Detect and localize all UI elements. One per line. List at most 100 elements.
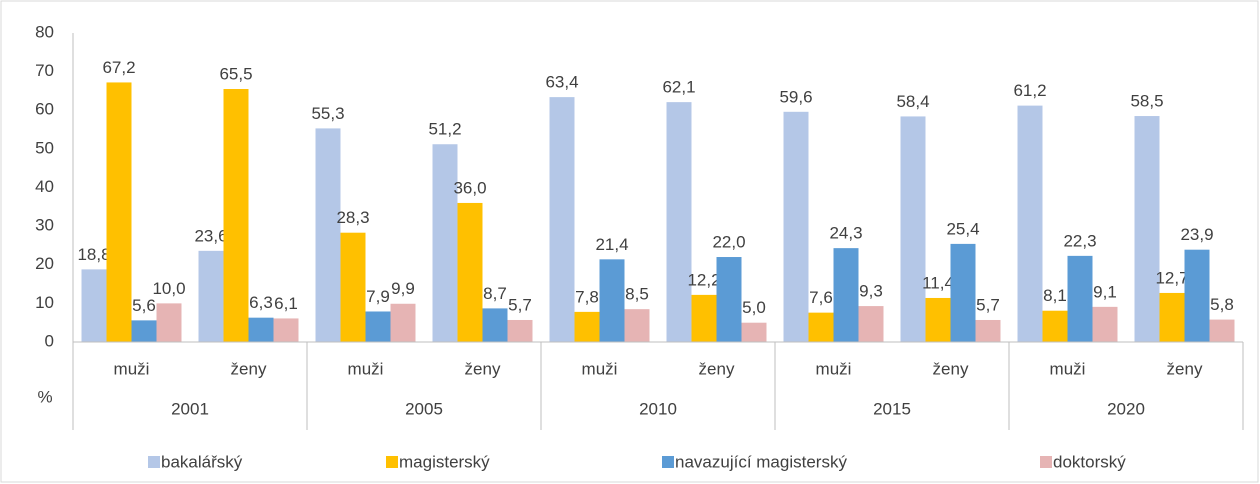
y-tick-label: 80: [35, 22, 54, 41]
bar: [783, 111, 809, 342]
data-label: 22,0: [712, 233, 745, 252]
bar: [716, 257, 742, 342]
bar: [131, 320, 157, 342]
data-label: 8,7: [483, 284, 507, 303]
data-label: 28,3: [336, 208, 369, 227]
data-label: 22,3: [1063, 231, 1096, 250]
data-label: 65,5: [219, 64, 252, 83]
data-label: 51,2: [428, 120, 461, 139]
y-tick-label: 50: [35, 138, 54, 157]
data-label: 5,8: [1210, 295, 1234, 314]
bar: [1017, 105, 1043, 343]
x-tick-label: ženy: [231, 359, 267, 378]
y-tick-label: 30: [35, 216, 54, 235]
y-tick-label: 20: [35, 254, 54, 273]
bar: [1134, 116, 1160, 342]
y-tick-label: 70: [35, 61, 54, 80]
bar: [340, 232, 366, 342]
x-tick-label: muži: [348, 359, 384, 378]
data-label: 9,1: [1093, 282, 1117, 301]
bar: [975, 319, 1001, 342]
legend-label: navazující magisterský: [675, 452, 847, 471]
data-label: 8,5: [625, 285, 649, 304]
bar: [808, 312, 834, 342]
data-label: 25,4: [946, 219, 979, 238]
data-label: 7,8: [575, 287, 599, 306]
legend-label: bakalářský: [161, 452, 243, 471]
data-label: 6,3: [249, 293, 273, 312]
bar: [691, 294, 717, 342]
data-label: 7,9: [366, 287, 390, 306]
bar: [365, 311, 391, 342]
data-label: 9,3: [859, 282, 883, 301]
x-tick-label: muži: [816, 359, 852, 378]
group-label: 2005: [405, 399, 443, 418]
bar: [106, 82, 132, 342]
legend-swatch: [662, 456, 674, 468]
bar: [624, 309, 650, 342]
data-label: 58,4: [896, 92, 929, 111]
data-label: 7,6: [809, 288, 833, 307]
legend-swatch: [386, 456, 398, 468]
group-label: 2001: [171, 399, 209, 418]
bar: [156, 303, 182, 342]
data-label: 18,8: [77, 245, 110, 264]
bar: [1159, 292, 1185, 342]
data-label: 11,4: [922, 273, 954, 292]
bar: [833, 248, 859, 342]
bar: [457, 202, 483, 342]
bar: [1092, 306, 1118, 342]
y-tick-label: 40: [35, 177, 54, 196]
y-tick-label: 60: [35, 100, 54, 119]
bar: [900, 116, 926, 343]
bar: [482, 308, 508, 342]
data-label: 61,2: [1013, 81, 1046, 100]
bar: [507, 319, 533, 342]
bar: [741, 322, 767, 342]
y-axis-label: %: [37, 387, 52, 406]
bar: [549, 97, 575, 343]
bar: [925, 297, 951, 342]
x-tick-label: muži: [114, 359, 150, 378]
data-label: 58,5: [1130, 92, 1163, 111]
x-tick-label: ženy: [1167, 359, 1203, 378]
data-label: 67,2: [102, 58, 135, 77]
data-label: 5,6: [132, 296, 156, 315]
bar: [315, 128, 341, 342]
group-label: 2010: [639, 399, 677, 418]
data-label: 8,1: [1043, 286, 1067, 305]
data-label: 9,9: [391, 279, 415, 298]
group-label: 2020: [1107, 399, 1145, 418]
bar: [1067, 255, 1093, 342]
data-label: 5,0: [742, 298, 766, 317]
data-label: 12,7: [1155, 268, 1188, 287]
data-label: 63,4: [545, 73, 578, 92]
data-label: 23,6: [194, 226, 227, 245]
x-tick-label: muži: [582, 359, 618, 378]
bar: [950, 243, 976, 342]
bar: [390, 303, 416, 342]
x-tick-label: ženy: [465, 359, 501, 378]
x-tick-label: ženy: [933, 359, 969, 378]
data-label: 6,1: [274, 294, 298, 313]
y-tick-label: 10: [35, 293, 54, 312]
bar: [1184, 249, 1210, 342]
x-tick-label: ženy: [699, 359, 735, 378]
data-label: 55,3: [311, 104, 344, 123]
bar: [1042, 310, 1068, 342]
data-label: 23,9: [1180, 225, 1213, 244]
bar: [1209, 319, 1235, 342]
legend-label: doktorský: [1053, 452, 1126, 471]
bar: [666, 102, 692, 342]
data-label: 5,7: [976, 295, 1000, 314]
y-tick-label: 0: [45, 331, 54, 350]
legend-swatch: [1040, 456, 1052, 468]
bar: [432, 144, 458, 342]
x-tick-label: muži: [1050, 359, 1086, 378]
group-label: 2015: [873, 399, 911, 418]
data-label: 5,7: [508, 295, 532, 314]
bar: [81, 269, 107, 342]
data-label: 62,1: [662, 78, 695, 97]
